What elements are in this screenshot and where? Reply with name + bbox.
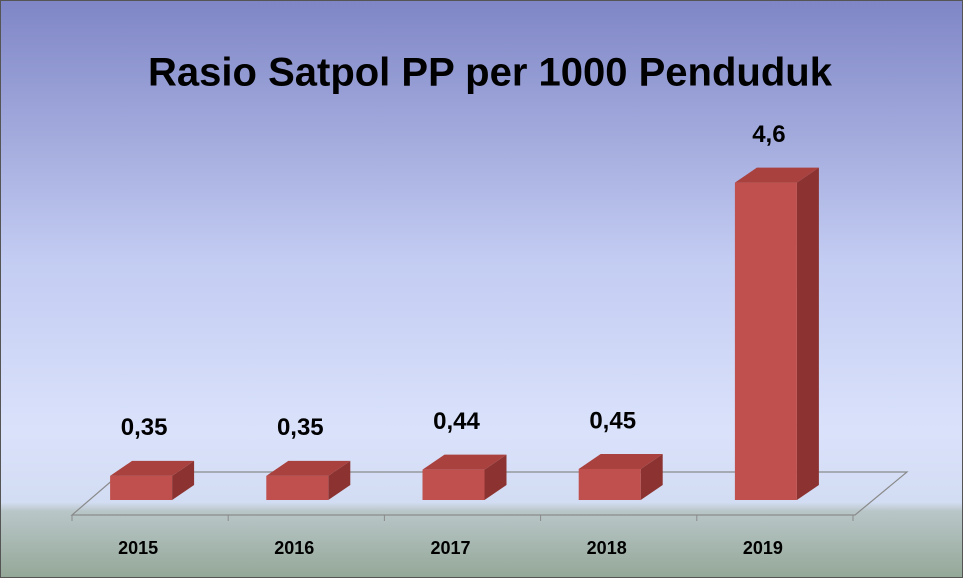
- x-tick-label: 2015: [118, 538, 158, 558]
- bar-side: [328, 460, 351, 500]
- x-tick-label: 2016: [274, 538, 314, 558]
- bar: [110, 475, 173, 500]
- x-tick-label: 2017: [430, 538, 470, 558]
- bar-side: [484, 454, 507, 500]
- bar-top: [266, 460, 351, 476]
- data-label: 4,6: [752, 121, 785, 148]
- chart-title: Rasio Satpol PP per 1000 Penduduk: [148, 51, 833, 95]
- bar: [266, 475, 329, 500]
- bar-top: [734, 167, 819, 183]
- data-label: 0,45: [589, 407, 636, 434]
- x-tick-label: 2018: [587, 538, 627, 558]
- bar-top: [422, 454, 507, 470]
- bar: [422, 469, 485, 500]
- data-label: 0,35: [121, 414, 168, 441]
- bar: [734, 182, 797, 500]
- bar-side: [796, 167, 819, 500]
- bar-top: [578, 453, 663, 469]
- bar-top: [110, 460, 195, 476]
- bar-side: [640, 453, 663, 500]
- bar-side: [172, 460, 195, 500]
- bar: [578, 468, 641, 500]
- data-label: 0,44: [433, 408, 480, 435]
- data-label: 0,35: [277, 414, 324, 441]
- x-tick-label: 2019: [743, 538, 783, 558]
- floor: [70, 471, 909, 516]
